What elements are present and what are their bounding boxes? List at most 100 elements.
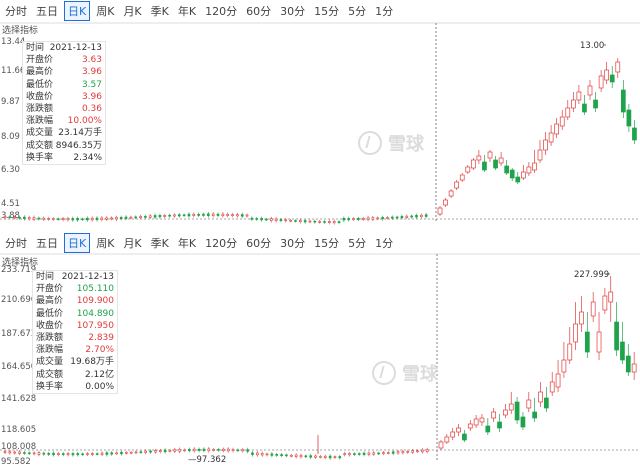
tab-12[interactable]: 1分 [375,237,394,250]
candle-body [95,453,99,455]
candle-body [241,449,245,452]
tab-2[interactable]: 日K [64,1,91,21]
top-candlestick-chart[interactable]: 13.44 11.66 9.87 8.09 6.30 4.51 3.88 13.00 [0,0,640,230]
tab-0[interactable]: 分时 [5,5,27,18]
info-label: 成交额 [36,369,64,380]
candle-body [555,373,561,388]
candle-body [361,218,365,220]
tab-10[interactable]: 15分 [314,5,340,18]
info-value: 104.890 [76,308,114,319]
tab-3[interactable]: 周K [96,5,115,18]
candle-body [129,451,133,454]
info-value: 0.36 [81,104,102,115]
info-row: 成交额 8946.35万 [23,140,105,152]
info-row: 最高价 3.96 [23,66,105,78]
candle-body [371,217,375,220]
candle-body [144,450,148,453]
candle-body [221,213,225,217]
tab-10[interactable]: 15分 [314,237,340,250]
candle-body [416,450,419,453]
candle-body [509,169,515,179]
tab-9[interactable]: 30分 [280,5,306,18]
candle-body [337,221,341,224]
candle-body [47,452,50,455]
candle-body [549,381,555,393]
candle-body [323,455,327,458]
candle-body [576,91,582,101]
tab-6[interactable]: 年K [177,5,197,18]
tab-4[interactable]: 月K [123,5,142,18]
candle-body [532,162,537,171]
indicator-selector[interactable]: 选择指标 [2,258,39,268]
candle-body [56,218,60,221]
candle-body [81,453,84,456]
tab-5[interactable]: 季K [150,237,169,250]
tab-9[interactable]: 30分 [280,237,306,250]
tab-1[interactable]: 五日 [36,5,58,18]
tab-8[interactable]: 60分 [246,237,272,250]
candle-body [308,220,312,223]
candle-body [236,449,240,452]
info-row: 换手率 0.00% [33,381,117,393]
candle-body [279,219,283,221]
candle-body [353,453,356,455]
candle-body [561,359,567,373]
candle-body [508,403,514,411]
y-tick-label: 13.44 [1,37,25,47]
tab-7[interactable]: 120分 [205,5,238,18]
candle-body [514,401,520,421]
tab-8[interactable]: 60分 [246,5,272,18]
max-price-label: 227.999 [574,270,609,280]
candle-body [631,363,637,373]
candle-body [231,214,234,216]
candle-body [81,218,84,221]
candle-body [134,451,138,454]
max-price-label: 13.00 [580,41,604,51]
info-value: 3.96 [81,91,102,102]
candle-body [298,220,302,223]
tab-0[interactable]: 分时 [5,237,27,250]
candle-body [240,214,244,217]
candle-body [473,418,479,426]
indicator-selector[interactable]: 选择指标 [2,26,39,36]
candle-body [342,218,346,221]
candle-body [13,216,16,219]
candle-body [352,218,355,220]
candle-body [120,451,123,455]
y-tick-label: 108.008 [1,442,36,452]
candle-body [245,214,249,217]
candle-body [27,452,31,455]
candle-body [609,74,615,83]
candle-body [260,453,264,456]
candle-body [479,417,485,423]
candle-body [381,217,384,220]
y-tick-label: 164.650 [1,362,36,372]
tab-12[interactable]: 1分 [375,5,394,18]
candle-body [299,454,303,458]
tab-5[interactable]: 季K [150,5,169,18]
candle-body [3,215,7,219]
tab-2[interactable]: 日K [64,233,91,253]
candle-body [192,213,196,216]
tab-11[interactable]: 5分 [348,5,367,18]
info-row: 涨跌幅 10.00% [23,115,105,127]
tab-3[interactable]: 周K [96,237,115,250]
tab-6[interactable]: 年K [177,237,197,250]
tab-4[interactable]: 月K [123,237,142,250]
tab-7[interactable]: 120分 [205,237,238,250]
info-row: 开盘价 105.110 [33,283,117,295]
candle-body [37,217,41,220]
candle-body [391,451,395,454]
candle-body [18,451,21,454]
candle-body [406,450,410,453]
tab-11[interactable]: 5分 [348,237,367,250]
candle-body [608,291,614,303]
bottom-candlestick-chart[interactable]: 233.719 210.696 187.673 164.650 141.628 118.6… [0,232,640,465]
candle-body [294,454,298,457]
info-value: 3.96 [81,67,102,78]
candle-body [119,216,123,220]
info-row: 涨跌幅 2.70% [33,344,117,356]
y-tick-label: 233.719 [1,265,36,275]
info-row: 最低价 3.57 [23,79,105,91]
tab-1[interactable]: 五日 [36,237,58,250]
